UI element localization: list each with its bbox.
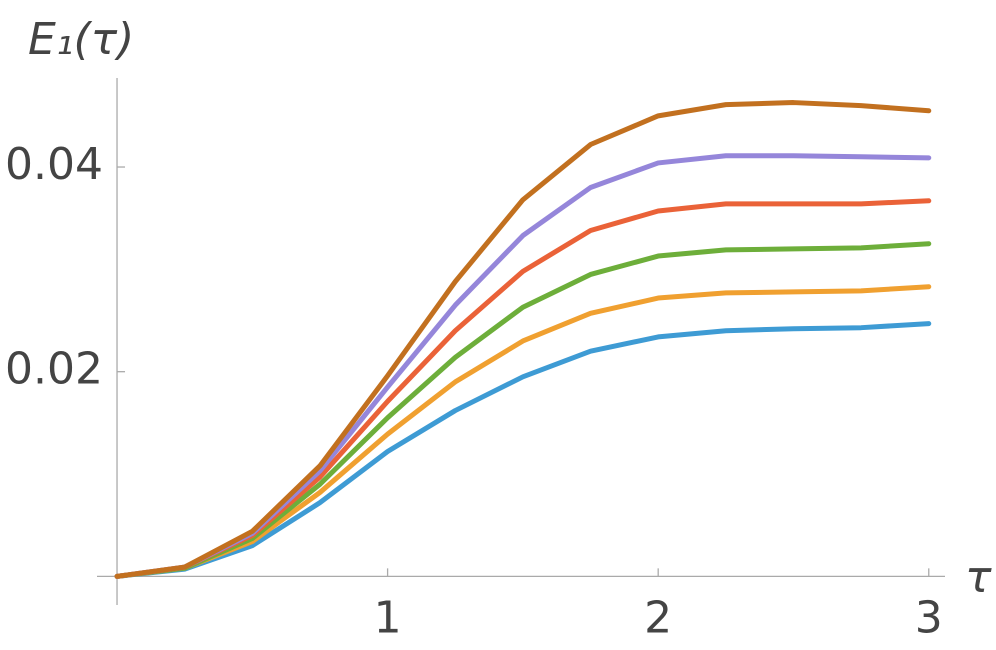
curve xyxy=(114,241,932,579)
x-axis-label: τ xyxy=(965,552,992,603)
curve xyxy=(114,153,932,579)
curve xyxy=(114,198,932,579)
y-axis-label: E₁(τ) xyxy=(28,14,134,65)
curve xyxy=(114,284,932,579)
x-tick-label: 1 xyxy=(374,592,402,643)
y-tick-label: 0.04 xyxy=(5,139,103,190)
x-tick-label: 2 xyxy=(644,592,672,643)
x-tick-label: 3 xyxy=(915,592,943,643)
y-tick-label: 0.02 xyxy=(5,344,103,395)
curve xyxy=(114,321,932,579)
curve xyxy=(114,100,932,579)
